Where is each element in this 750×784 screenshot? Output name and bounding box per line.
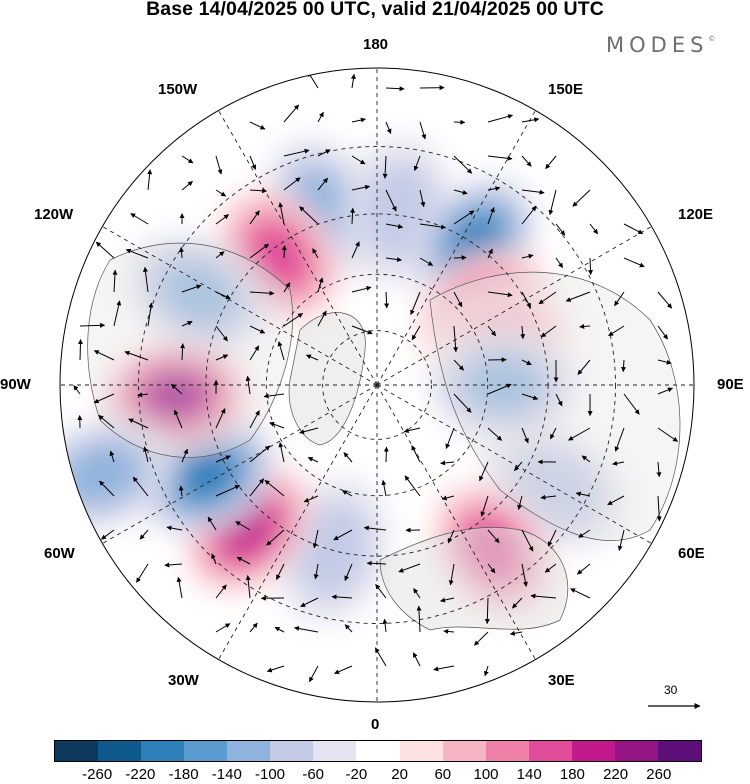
lon-label-120e: 120E xyxy=(678,206,713,223)
vector-scale-label: 30 xyxy=(664,683,677,697)
lon-label-30e: 30E xyxy=(548,672,575,689)
colorbar-segment xyxy=(55,741,98,761)
colorbar-segment xyxy=(658,741,701,761)
polar-map xyxy=(0,0,750,740)
wind-vector-arrow xyxy=(454,258,466,259)
colorbar-tick-label: -20 xyxy=(346,766,368,783)
lon-label-60e: 60E xyxy=(678,545,705,562)
colorbar-tick-label: 180 xyxy=(560,766,585,783)
lon-label-120w: 120W xyxy=(34,206,73,223)
colorbar-segment xyxy=(486,741,529,761)
colorbar-tick-label: 140 xyxy=(517,766,542,783)
colorbar-segment xyxy=(443,741,486,761)
lon-label-180: 180 xyxy=(363,36,388,53)
colorbar-segment xyxy=(313,741,356,761)
colorbar-segment xyxy=(400,741,443,761)
lon-label-150w: 150W xyxy=(158,81,197,98)
colorbar xyxy=(54,740,702,762)
colorbar-segment xyxy=(141,741,184,761)
lon-label-90w: 90W xyxy=(0,376,31,393)
colorbar-segment xyxy=(356,741,399,761)
colorbar-tick-label: 100 xyxy=(473,766,498,783)
lon-label-0: 0 xyxy=(371,716,379,733)
colorbar-segment xyxy=(184,741,227,761)
lon-label-150e: 150E xyxy=(548,81,583,98)
wind-vector-arrow xyxy=(386,447,387,462)
colorbar-tick-label: 20 xyxy=(391,766,408,783)
wind-vector-arrow xyxy=(590,258,591,275)
colorbar-tick-label: -260 xyxy=(82,766,112,783)
wind-vector-arrow xyxy=(80,340,81,361)
colorbar-tick-label: 220 xyxy=(603,766,628,783)
wind-vector-arrow xyxy=(284,246,285,258)
colorbar-tick-label: -140 xyxy=(212,766,242,783)
colorbar-tick-label: -60 xyxy=(302,766,324,783)
lon-label-60w: 60W xyxy=(44,545,75,562)
colorbar-tick-label: -100 xyxy=(255,766,285,783)
colorbar-segment xyxy=(270,741,313,761)
colorbar-segment xyxy=(615,741,658,761)
colorbar-tick-label: 260 xyxy=(646,766,671,783)
colorbar-segment xyxy=(227,741,270,761)
colorbar-segment xyxy=(572,741,615,761)
colorbar-tick-labels: -260 -220 -180 -140 -100 -60 -20 20 60 100 140 180 2… xyxy=(0,766,750,784)
colorbar-tick-label: 60 xyxy=(434,766,451,783)
lon-label-90e: 90E xyxy=(717,376,744,393)
colorbar-tick-label: -180 xyxy=(169,766,199,783)
colorbar-segment xyxy=(98,741,141,761)
colorbar-tick-label: -220 xyxy=(125,766,155,783)
lon-label-30w: 30W xyxy=(168,672,199,689)
colorbar-segment xyxy=(529,741,572,761)
